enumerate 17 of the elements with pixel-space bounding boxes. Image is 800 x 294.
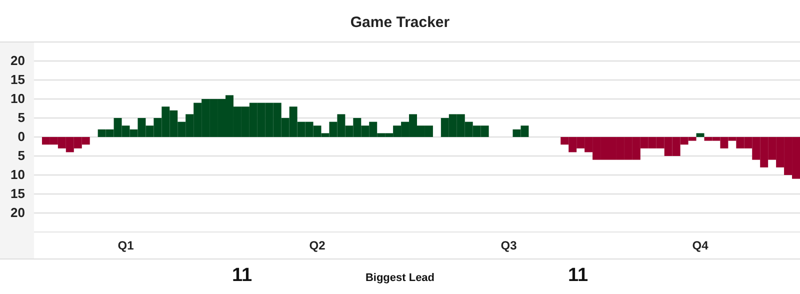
x-tick-label: Q1 xyxy=(118,238,134,253)
x-tick-label: Q3 xyxy=(500,238,518,253)
y-tick-label: 20 xyxy=(10,205,25,220)
y-tick-label: 20 xyxy=(10,53,25,68)
y-tick-label: 15 xyxy=(10,186,25,202)
y-tick-label: 10 xyxy=(10,167,25,182)
y-tick-label: 5 xyxy=(18,148,25,164)
y-tick-label: 0 xyxy=(18,129,25,144)
x-tick-label: Q4 xyxy=(692,238,709,253)
y-tick-label: 10 xyxy=(10,91,25,106)
chart-title: Game Tracker xyxy=(350,14,450,31)
y-tick-label: 5 xyxy=(18,110,25,126)
text: 11 xyxy=(568,265,589,286)
x-tick-label: Q2 xyxy=(309,238,326,253)
text: 11 xyxy=(232,265,253,286)
y-tick-label: 15 xyxy=(10,72,25,88)
text: Biggest Lead xyxy=(365,272,435,284)
